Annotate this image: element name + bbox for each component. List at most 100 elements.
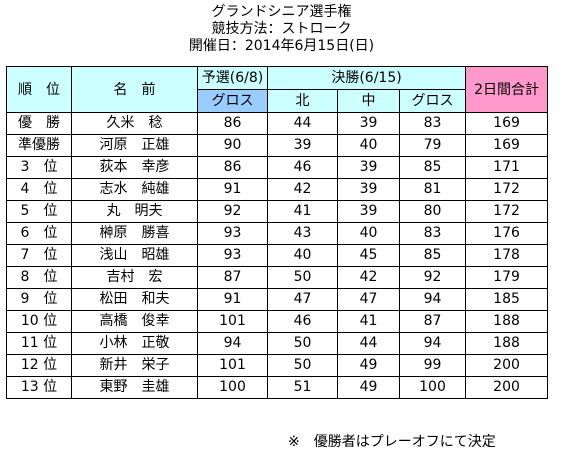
north-cell: 39	[267, 134, 338, 157]
table-row: 10 位高橋 俊幸 101 46 41 87 188	[6, 310, 549, 333]
table-row: 6 位榊原 勝喜 93 43 40 83 176	[6, 222, 549, 245]
north-cell: 41	[267, 200, 338, 223]
final-gross-cell: 85	[398, 244, 467, 267]
total-cell: 188	[465, 332, 549, 355]
header-north: 北	[267, 89, 338, 113]
final-gross-cell: 99	[398, 354, 467, 377]
rank-cell: 6 位	[6, 222, 72, 245]
name-cell: 丸 明夫	[71, 200, 198, 223]
north-cell: 46	[267, 156, 338, 179]
table-row: 3 位荻本 幸彦 86 46 39 85 171	[6, 156, 549, 179]
table-row: 9 位松田 和夫 91 47 47 94 185	[6, 288, 549, 311]
middle-cell: 49	[337, 354, 400, 377]
prelim-gross-cell: 92	[197, 200, 268, 223]
playoff-note: ※ 優勝者はプレーオフにて決定	[288, 434, 496, 450]
prelim-gross-cell: 90	[197, 134, 268, 157]
total-cell: 188	[465, 310, 549, 333]
north-cell: 50	[267, 266, 338, 289]
tournament-title: グランドシニア選手権	[211, 4, 352, 20]
prelim-gross-cell: 91	[197, 178, 268, 201]
prelim-gross-cell: 100	[197, 376, 268, 399]
header-rank: 順 位	[6, 66, 72, 113]
header-total: 2日間合計	[465, 66, 549, 113]
result-rows: 優 勝久米 稔 86 44 39 83 169 準優勝 河原 正雄 90 39 40 79 169 3 位…	[6, 112, 549, 399]
table-row: 11 位小林 正敬 94 50 44 94 188	[6, 332, 549, 355]
name-cell: 榊原 勝喜	[71, 222, 198, 245]
north-cell: 44	[267, 112, 338, 135]
middle-cell: 39	[337, 200, 400, 223]
final-gross-cell: 80	[398, 200, 467, 223]
total-cell: 171	[465, 156, 549, 179]
final-gross-cell: 92	[398, 266, 467, 289]
rank-cell: 優 勝	[6, 112, 72, 135]
total-cell: 200	[465, 376, 549, 399]
event-date: 開催日：2014年6月15日(日)	[188, 38, 375, 54]
header-row-2: グロス 北 中 グロス	[7, 89, 548, 113]
north-cell: 47	[267, 288, 338, 311]
name-cell: 小林 正敬	[71, 332, 198, 355]
total-cell: 179	[465, 266, 549, 289]
title-block: グランドシニア選手権 競技方法：ストローク 開催日：2014年6月15日(日)	[0, 4, 563, 55]
middle-cell: 41	[337, 310, 400, 333]
total-cell: 176	[465, 222, 549, 245]
north-cell: 46	[267, 310, 338, 333]
north-cell: 43	[267, 222, 338, 245]
name-cell: 東野 圭雄	[71, 376, 198, 399]
header-prelim: 予選(6/8)	[197, 66, 268, 90]
rank-cell: 12 位	[6, 354, 72, 377]
prelim-gross-cell: 91	[197, 288, 268, 311]
rank-cell: 4 位	[6, 178, 72, 201]
north-cell: 42	[267, 178, 338, 201]
total-cell: 178	[465, 244, 549, 267]
prelim-gross-cell: 86	[197, 112, 268, 135]
header-final-gross: グロス	[398, 89, 467, 113]
prelim-gross-cell: 93	[197, 222, 268, 245]
rank-cell: 9 位	[6, 288, 72, 311]
total-cell: 169	[465, 112, 549, 135]
prelim-gross-cell: 94	[197, 332, 268, 355]
table-row: 13 位東野 圭雄 100 51 49 100 200	[6, 376, 549, 399]
middle-cell: 40	[337, 222, 400, 245]
north-cell: 40	[267, 244, 338, 267]
final-gross-cell: 79	[398, 134, 467, 157]
north-cell: 50	[267, 354, 338, 377]
rank-cell: 13 位	[6, 376, 72, 399]
table-row: 優 勝久米 稔 86 44 39 83 169	[6, 112, 549, 135]
name-cell: 松田 和夫	[71, 288, 198, 311]
middle-cell: 44	[337, 332, 400, 355]
prelim-gross-cell: 101	[197, 354, 268, 377]
total-cell: 185	[465, 288, 549, 311]
header-row-1: 順 位 名 前 予選(6/8) 決勝(6/15) 2日間合計	[6, 66, 549, 113]
prelim-gross-cell: 87	[197, 266, 268, 289]
table-row: 準優勝 河原 正雄 90 39 40 79 169	[6, 134, 549, 157]
competition-method: 競技方法：ストローク	[211, 21, 352, 37]
prelim-gross-cell: 86	[197, 156, 268, 179]
header-middle: 中	[337, 89, 400, 113]
prelim-gross-cell: 93	[197, 244, 268, 267]
rank-cell: 準優勝	[6, 134, 72, 157]
final-gross-cell: 83	[398, 222, 467, 245]
middle-cell: 47	[337, 288, 400, 311]
table-row: 5 位丸 明夫 92 41 39 80 172	[6, 200, 549, 223]
middle-cell: 39	[337, 112, 400, 135]
rank-cell: 11 位	[6, 332, 72, 355]
final-gross-cell: 94	[398, 288, 467, 311]
final-gross-cell: 81	[398, 178, 467, 201]
north-cell: 51	[267, 376, 338, 399]
header-prelim-gross: グロス	[197, 89, 268, 113]
final-gross-cell: 83	[398, 112, 467, 135]
table-row: 4 位志水 純雄 91 42 39 81 172	[6, 178, 549, 201]
total-cell: 172	[465, 200, 549, 223]
name-cell: 久米 稔	[71, 112, 198, 135]
name-cell: 新井 栄子	[71, 354, 198, 377]
final-gross-cell: 94	[398, 332, 467, 355]
results-table: 順 位 名 前 予選(6/8) 決勝(6/15) 2日間合計 グロス 北 中 グ…	[6, 66, 549, 399]
total-cell: 169	[465, 134, 549, 157]
name-cell: 吉村 宏	[71, 266, 198, 289]
middle-cell: 45	[337, 244, 400, 267]
north-cell: 50	[267, 332, 338, 355]
middle-cell: 42	[337, 266, 400, 289]
final-gross-cell: 87	[398, 310, 467, 333]
table-row: 7 位浅山 昭雄 93 40 45 85 178	[6, 244, 549, 267]
middle-cell: 40	[337, 134, 400, 157]
